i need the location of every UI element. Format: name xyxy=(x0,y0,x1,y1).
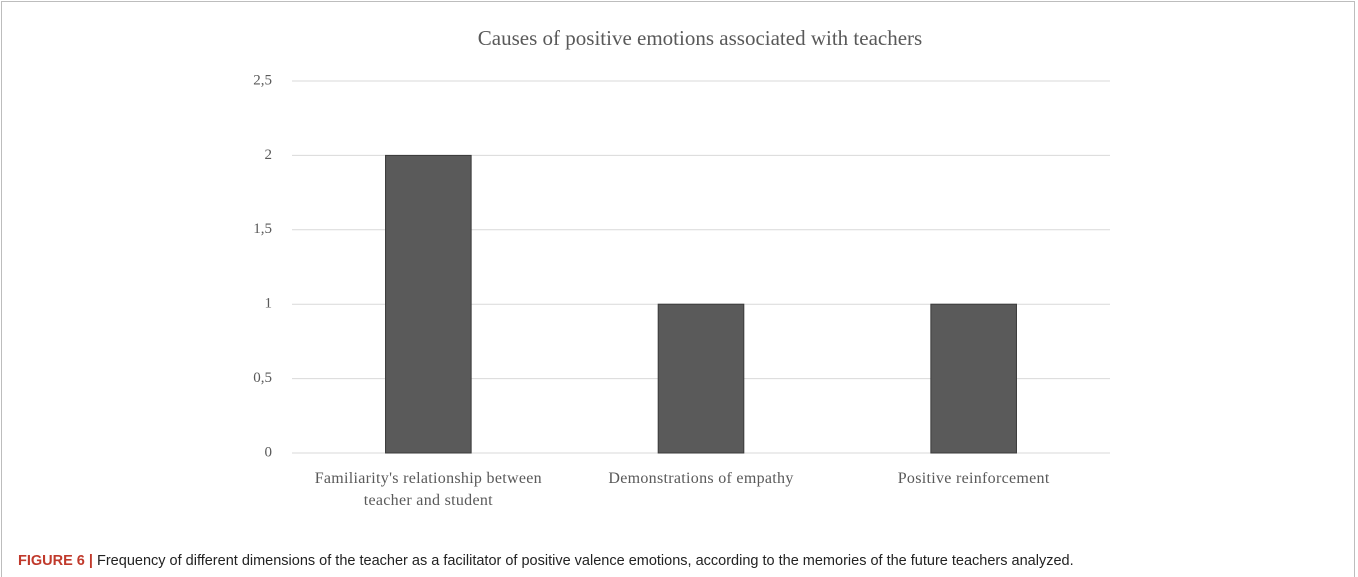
chart-title: Causes of positive emotions associated w… xyxy=(478,26,922,50)
bar xyxy=(930,303,1017,454)
x-tick-label: Demonstrations of empathy xyxy=(608,470,794,487)
y-tick-label: 0 xyxy=(265,444,273,460)
y-tick-label: 2 xyxy=(265,147,273,163)
caption: FIGURE 6 | Frequency of different dimens… xyxy=(18,553,1074,569)
y-tick-label: 1,5 xyxy=(253,221,272,237)
caption-text: Frequency of different dimensions of the… xyxy=(97,553,1074,569)
y-tick-label: 0,5 xyxy=(253,370,272,386)
caption-label: FIGURE 6 | xyxy=(18,553,93,569)
bar xyxy=(657,303,745,454)
x-tick-label: Positive reinforcement xyxy=(897,470,1050,487)
y-tick-label: 2,5 xyxy=(253,72,272,88)
bar xyxy=(385,154,472,454)
y-tick-label: 1 xyxy=(265,296,273,312)
x-tick-label: Familiarity's relationship between teach… xyxy=(314,470,542,509)
